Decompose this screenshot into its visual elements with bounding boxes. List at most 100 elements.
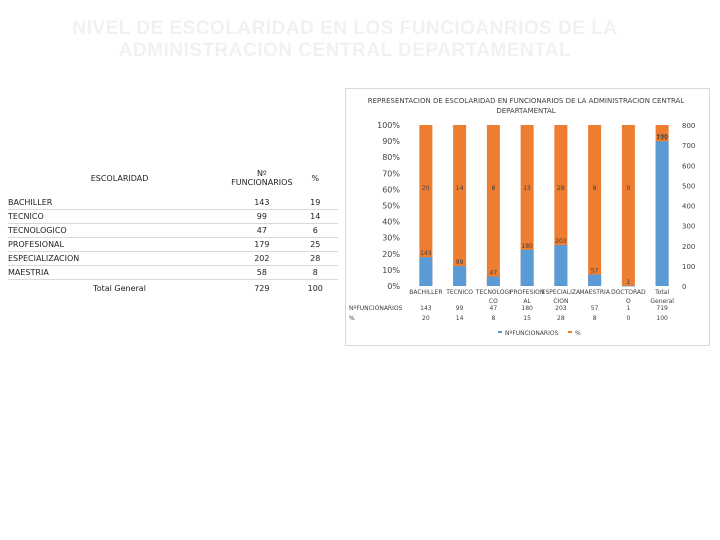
percent-data-label: 28	[557, 185, 565, 192]
chart-table-cell: 100	[656, 315, 668, 322]
chart-table-cell: 20	[422, 315, 430, 322]
funcionarios-data-label: 143	[420, 250, 432, 257]
header-funcionarios: Nº FUNCIONARIOS	[231, 169, 293, 187]
right-axis-tick-label: 200	[682, 243, 695, 251]
header-percent: %	[311, 173, 320, 183]
category-label: CION	[553, 298, 568, 305]
percent-data-label: 14	[456, 185, 464, 192]
row-percent: 25	[292, 237, 338, 252]
category-label: BACHILLER	[409, 289, 442, 296]
percent-bar	[520, 125, 534, 286]
table-row: MAESTRIA 58 8	[8, 265, 338, 280]
row-label: PROFESIONAL	[8, 237, 232, 252]
left-axis-tick-label: 70%	[382, 169, 400, 178]
left-axis-tick-label: 80%	[382, 153, 400, 162]
right-axis-tick-label: 500	[682, 182, 695, 190]
left-axis-tick-label: 50%	[382, 202, 400, 211]
chart-table-row-label: NºFUNCIONARIOS	[349, 305, 403, 312]
left-axis-tick-label: 0%	[387, 282, 400, 291]
funcionarios-bar	[520, 249, 534, 286]
chart-table-cell: 1	[626, 305, 630, 312]
chart-table-cell: 0	[626, 315, 630, 322]
table-row: TECNOLOGICO 47 6	[8, 223, 338, 238]
chart-table-cell: 47	[490, 305, 498, 312]
category-label: TECNOLOGI	[475, 289, 511, 296]
category-label: CO	[489, 298, 498, 305]
funcionarios-bar	[621, 285, 635, 287]
right-axis-tick-label: 600	[682, 162, 695, 170]
percent-data-label: 8	[593, 185, 597, 192]
table-total-row: Total General 729 100	[8, 280, 338, 297]
chart-table-row-label: %	[349, 315, 355, 322]
percent-bar	[588, 125, 602, 286]
left-axis-tick-label: 40%	[382, 218, 400, 227]
escolaridad-table: ESCOLARIDAD Nº FUNCIONARIOS % BACHILLER …	[8, 160, 338, 296]
chart-table-cell: 203	[555, 305, 567, 312]
category-label: O	[626, 298, 631, 305]
percent-data-label: 15	[523, 185, 531, 192]
total-label: Total General	[93, 283, 146, 293]
chart-table-cell: 143	[420, 305, 432, 312]
right-axis-tick-label: 300	[682, 223, 695, 231]
row-percent: 6	[292, 223, 338, 238]
right-axis-tick-label: 0	[682, 283, 686, 291]
total-percent: 100	[307, 283, 323, 293]
chart-table-cell: 14	[456, 315, 464, 322]
right-axis-tick-label: 700	[682, 142, 695, 150]
chart-title: REPRESENTACION DE ESCOLARIDAD EN FUNCION…	[368, 97, 685, 105]
funcionarios-data-label: 99	[456, 259, 464, 266]
legend-swatch-percent	[568, 331, 572, 333]
funcionarios-bar	[554, 245, 568, 286]
left-axis-tick-label: 30%	[382, 234, 400, 243]
category-label: AL	[523, 298, 531, 305]
left-axis-tick-label: 10%	[382, 266, 400, 275]
chart-title: DEPARTAMENTAL	[496, 107, 555, 115]
right-axis-tick-label: 400	[682, 203, 695, 211]
chart-table-cell: 99	[456, 305, 464, 312]
row-count: 179	[231, 237, 293, 252]
funcionarios-data-label: 47	[490, 270, 498, 277]
percent-data-label: 0	[626, 185, 630, 192]
left-axis-tick-label: 100%	[377, 121, 400, 130]
total-count: 729	[254, 283, 270, 293]
percent-bar	[621, 125, 635, 286]
row-count: 202	[231, 251, 293, 266]
left-axis-tick-label: 60%	[382, 185, 400, 194]
chart-table-cell: 719	[656, 305, 668, 312]
funcionarios-bar	[655, 141, 669, 286]
funcionarios-data-label: 180	[521, 243, 533, 250]
left-axis-tick-label: 20%	[382, 250, 400, 259]
category-label: ESPECIALIZA	[542, 289, 581, 296]
row-count: 47	[231, 223, 293, 238]
percent-bar	[486, 125, 500, 286]
table-row: TECNICO 99 14	[8, 209, 338, 224]
category-label: DOCTORAD	[611, 289, 646, 296]
percent-data-label: 100	[656, 133, 668, 140]
row-label: TECNICO	[8, 209, 232, 224]
row-percent: 8	[292, 265, 338, 280]
row-label: TECNOLOGICO	[8, 223, 232, 238]
table-row: BACHILLER 143 19	[8, 196, 338, 210]
table-row: ESPECIALIZACION 202 28	[8, 251, 338, 266]
category-label: PROFESION	[510, 289, 545, 296]
percent-bar	[419, 125, 433, 286]
chart-table-cell: 180	[521, 305, 533, 312]
header-escolaridad: ESCOLARIDAD	[90, 173, 149, 183]
row-percent: 19	[292, 196, 338, 210]
chart-table-cell: 8	[593, 315, 597, 322]
chart-container: REPRESENTACION DE ESCOLARIDAD EN FUNCION…	[345, 88, 710, 346]
row-count: 58	[231, 265, 293, 280]
slide-title: NIVEL DE ESCOLARIDAD EN LOS FUNCIOANRIOS…	[72, 18, 618, 61]
table-header-row: ESCOLARIDAD Nº FUNCIONARIOS %	[8, 160, 338, 196]
category-label: TECNICO	[445, 289, 473, 296]
category-label: MAESTRIA	[579, 289, 610, 296]
legend-swatch-funcionarios	[498, 331, 502, 333]
funcionarios-bar	[486, 276, 500, 286]
funcionarios-data-label: 1	[626, 279, 630, 286]
stacked-bar-chart: REPRESENTACION DE ESCOLARIDAD EN FUNCION…	[349, 97, 695, 337]
percent-data-label: 8	[491, 185, 495, 192]
row-count: 143	[231, 196, 293, 210]
chart-table-cell: 28	[557, 315, 565, 322]
funcionarios-bar	[453, 266, 467, 286]
funcionarios-data-label: 57	[591, 268, 599, 275]
